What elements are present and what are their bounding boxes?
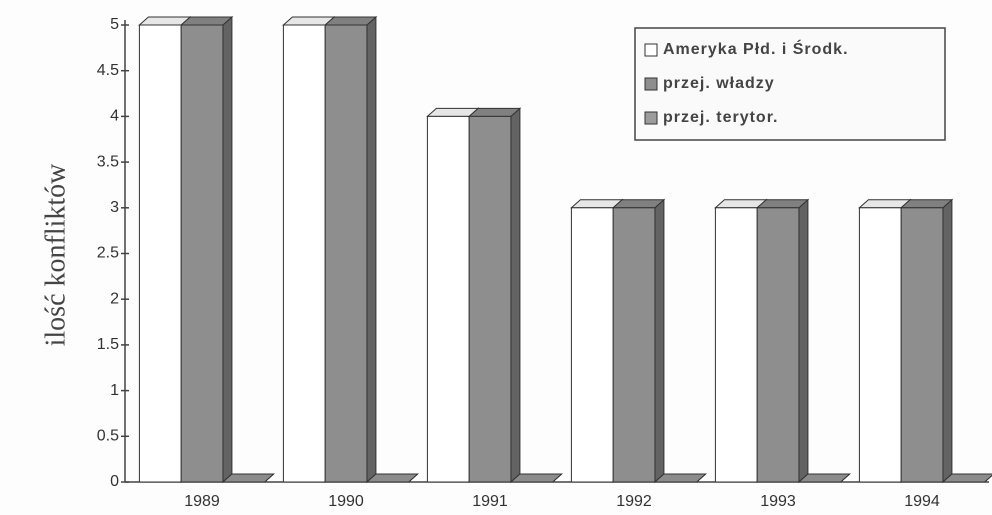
legend-label: Ameryka Płd. i Środk. <box>663 39 849 58</box>
bar <box>714 207 758 483</box>
x-tick-label: 1991 <box>472 493 508 510</box>
bar-side <box>366 15 377 484</box>
y-tick-label: 3 <box>110 199 119 216</box>
bar-top <box>323 16 378 26</box>
bar <box>570 207 614 483</box>
legend-swatch <box>644 111 658 125</box>
bar-side <box>222 15 233 484</box>
bar-top <box>611 199 666 209</box>
bar-side <box>510 107 521 484</box>
bar-top <box>797 473 851 483</box>
x-tick-label: 1989 <box>184 493 220 510</box>
bar-top <box>653 473 707 483</box>
y-tick-label: 2.5 <box>97 245 119 262</box>
bar <box>282 24 326 483</box>
x-tick-label: 1994 <box>904 493 940 510</box>
x-tick-label: 1993 <box>760 493 796 510</box>
y-tick-label: 3.5 <box>97 153 119 170</box>
legend-box <box>634 27 946 141</box>
legend-label: przej. władzy <box>663 75 775 92</box>
bar-side <box>798 198 809 484</box>
bar-top <box>467 107 522 117</box>
legend-swatch <box>644 43 658 57</box>
bar <box>426 115 470 483</box>
y-tick-label: 0 <box>110 473 119 490</box>
bar <box>138 24 182 483</box>
bar-side <box>942 198 953 484</box>
y-tick-label: 0.5 <box>97 428 119 445</box>
x-tick-label: 1990 <box>328 493 364 510</box>
y-tick-label: 1 <box>110 382 119 399</box>
bar-top <box>179 16 234 26</box>
bar-top <box>899 199 954 209</box>
y-axis-label: ilość konfliktów <box>40 163 71 347</box>
legend-label: przej. terytor. <box>663 109 778 126</box>
y-tick-label: 1.5 <box>97 336 119 353</box>
y-tick-label: 5 <box>110 16 119 33</box>
bar <box>612 207 656 483</box>
legend-swatch <box>644 77 658 91</box>
bar <box>324 24 368 483</box>
bar <box>756 207 800 483</box>
y-tick-label: 4.5 <box>97 62 119 79</box>
bar <box>900 207 944 483</box>
bar-top <box>755 199 810 209</box>
bar-top <box>365 473 419 483</box>
bar-side <box>654 198 665 484</box>
x-tick-label: 1992 <box>616 493 652 510</box>
y-tick-label: 4 <box>110 108 119 125</box>
bar <box>468 115 512 483</box>
bar <box>180 24 224 483</box>
bar <box>858 207 902 483</box>
bar-top <box>509 473 563 483</box>
bar-top <box>221 473 275 483</box>
y-tick-label: 2 <box>110 290 119 307</box>
bar-top <box>941 473 992 483</box>
